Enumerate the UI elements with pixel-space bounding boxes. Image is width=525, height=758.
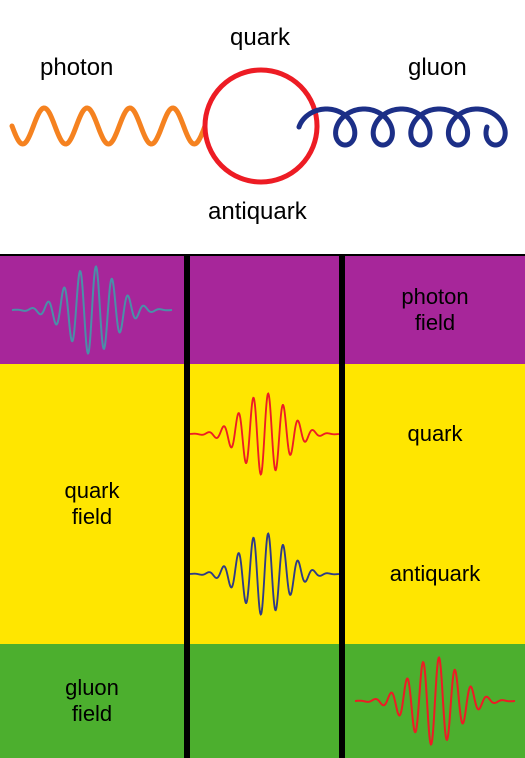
gluon-field-label: gluonfield <box>65 675 119 728</box>
quark-field-label-cell: quarkfield <box>0 364 190 644</box>
photon-field-label-cell: photonfield <box>345 256 525 364</box>
field-grid: photonfield quarkfield quark antiquark g… <box>0 254 525 758</box>
antiquark-right-label: antiquark <box>390 561 481 587</box>
quark-antiquark-wave-cell <box>190 364 345 644</box>
quark-label: quark <box>230 24 290 52</box>
gluon-wavepacket-icon <box>355 651 515 751</box>
gluon-field-mid-cell <box>190 644 345 758</box>
antiquark-label: antiquark <box>208 198 307 226</box>
photon-label: photon <box>40 54 113 82</box>
gluon-label: gluon <box>408 54 467 82</box>
feynman-diagram: photon quark gluon antiquark <box>0 0 525 254</box>
photon-field-wave-cell <box>0 256 190 364</box>
quark-field-label: quarkfield <box>64 478 119 531</box>
photon-field-mid-cell <box>190 256 345 364</box>
photon-wavepacket-icon <box>12 260 172 360</box>
quark-wavepacket-icon <box>190 384 339 484</box>
antiquark-wavepacket-icon <box>190 524 339 624</box>
photon-field-label: photonfield <box>401 284 468 337</box>
quark-right-label: quark <box>407 421 462 447</box>
quark-right-label-cell: quark antiquark <box>345 364 525 644</box>
gluon-field-label-cell: gluonfield <box>0 644 190 758</box>
gluon-field-wave-cell <box>345 644 525 758</box>
